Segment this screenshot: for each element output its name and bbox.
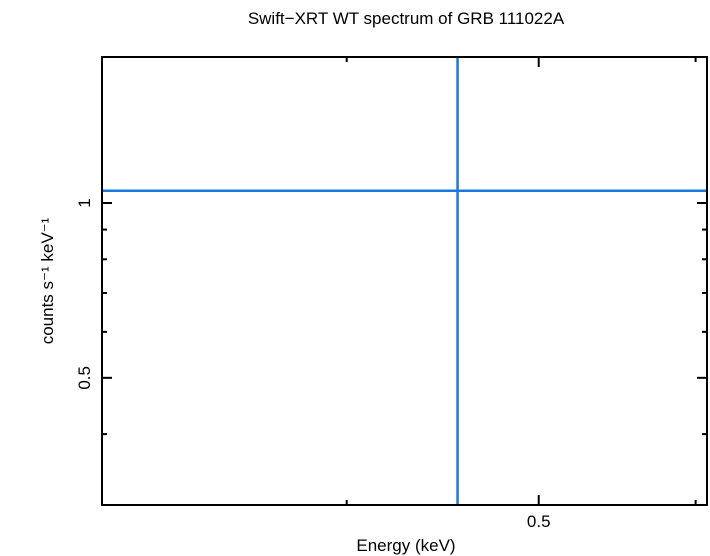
plot-area xyxy=(102,57,707,505)
y-tick-label: 1 xyxy=(75,198,94,207)
y-tick-label: 0.5 xyxy=(75,366,94,390)
y-axis-label: counts s⁻¹ keV⁻¹ xyxy=(38,217,57,344)
x-tick-label: 0.5 xyxy=(527,512,551,531)
x-axis-label: Energy (keV) xyxy=(356,536,455,555)
chart-title: Swift−XRT WT spectrum of GRB 111022A xyxy=(248,9,565,28)
plot-frame xyxy=(101,56,708,506)
